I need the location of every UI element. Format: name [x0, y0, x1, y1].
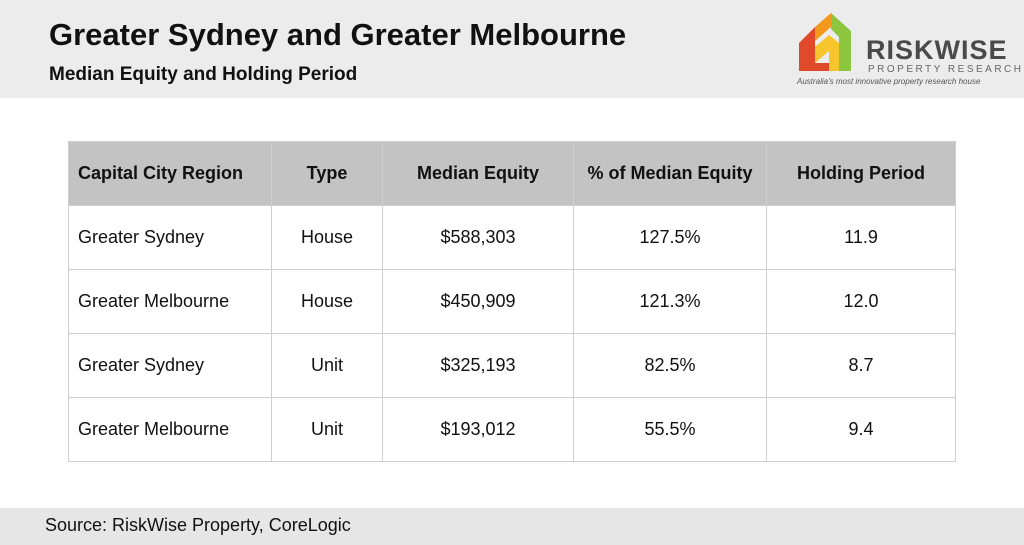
- cell-holding-period: 9.4: [766, 397, 956, 462]
- cell-median-equity: $193,012: [382, 397, 574, 462]
- house-logo-icon: [799, 13, 851, 71]
- logo-subtitle: PROPERTY RESEARCH: [868, 64, 1024, 75]
- header-region: Capital City Region: [68, 141, 272, 206]
- header-type: Type: [271, 141, 383, 206]
- chart-subtitle: Median Equity and Holding Period: [49, 64, 358, 85]
- cell-type: House: [271, 269, 383, 334]
- riskwise-logo: RISKWISE PROPERTY RESEARCH Australia's m…: [795, 13, 1021, 93]
- cell-type: House: [271, 205, 383, 270]
- cell-type: Unit: [271, 397, 383, 462]
- logo-name: RISKWISE: [866, 35, 1008, 65]
- header-holding-period: Holding Period: [766, 141, 956, 206]
- table-row: Greater Melbourne House $450,909 121.3% …: [68, 269, 956, 334]
- table-row: Greater Sydney Unit $325,193 82.5% 8.7: [68, 333, 956, 398]
- cell-region: Greater Sydney: [68, 333, 272, 398]
- table-header-row: Capital City Region Type Median Equity %…: [68, 141, 956, 206]
- cell-holding-period: 8.7: [766, 333, 956, 398]
- cell-median-equity: $325,193: [382, 333, 574, 398]
- cell-percent-equity: 82.5%: [573, 333, 767, 398]
- source-note: Source: RiskWise Property, CoreLogic: [45, 515, 351, 535]
- chart-title: Greater Sydney and Greater Melbourne: [49, 17, 627, 52]
- logo-tagline: Australia's most innovative property res…: [797, 77, 981, 86]
- header-banner: Greater Sydney and Greater Melbourne Med…: [0, 0, 1024, 98]
- cell-median-equity: $588,303: [382, 205, 574, 270]
- equity-table: Capital City Region Type Median Equity %…: [68, 141, 956, 462]
- cell-percent-equity: 121.3%: [573, 269, 767, 334]
- cell-region: Greater Melbourne: [68, 269, 272, 334]
- cell-holding-period: 12.0: [766, 269, 956, 334]
- cell-holding-period: 11.9: [766, 205, 956, 270]
- cell-percent-equity: 55.5%: [573, 397, 767, 462]
- header-median-equity: Median Equity: [382, 141, 574, 206]
- cell-median-equity: $450,909: [382, 269, 574, 334]
- header-percent-equity: % of Median Equity: [573, 141, 767, 206]
- cell-region: Greater Sydney: [68, 205, 272, 270]
- footer-bar: Source: RiskWise Property, CoreLogic: [0, 508, 1024, 545]
- cell-region: Greater Melbourne: [68, 397, 272, 462]
- table-row: Greater Melbourne Unit $193,012 55.5% 9.…: [68, 397, 956, 462]
- table-row: Greater Sydney House $588,303 127.5% 11.…: [68, 205, 956, 270]
- cell-type: Unit: [271, 333, 383, 398]
- cell-percent-equity: 127.5%: [573, 205, 767, 270]
